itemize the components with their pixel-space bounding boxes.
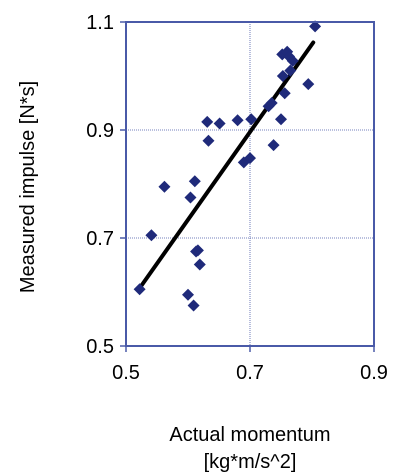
- data-point: [244, 152, 256, 165]
- data-point: [202, 134, 215, 147]
- data-point: [158, 180, 171, 193]
- data-point: [267, 139, 280, 152]
- data-point: [245, 113, 258, 126]
- data-point: [276, 70, 289, 82]
- data-point: [213, 117, 226, 130]
- data-point: [265, 97, 278, 109]
- data-point: [182, 288, 194, 301]
- y-tick-label: 1.1: [86, 12, 114, 34]
- x-tick-label: 0.5: [112, 362, 140, 384]
- x-tick-label: 0.9: [360, 362, 388, 384]
- data-point: [231, 114, 244, 127]
- trendline-group: [139, 40, 316, 288]
- data-point: [133, 283, 146, 296]
- y-tick-label: 0.7: [86, 228, 114, 250]
- data-point: [201, 115, 214, 128]
- x-tick-label: 0.7: [236, 362, 264, 384]
- data-point: [191, 244, 204, 257]
- data-point: [188, 175, 201, 188]
- data-point: [145, 229, 158, 242]
- trendline: [139, 40, 316, 288]
- y-axis-title: Measured impulse [N*s]: [17, 81, 39, 293]
- data-point: [286, 54, 299, 67]
- data-point: [193, 258, 206, 271]
- data-point: [184, 191, 197, 204]
- data-point: [278, 87, 291, 100]
- y-tick-label: 0.5: [86, 336, 114, 358]
- data-points: [133, 20, 322, 312]
- data-point: [187, 299, 200, 312]
- data-point: [284, 64, 297, 77]
- data-point: [309, 20, 322, 33]
- x-axis-title-line2: [kg*m/s^2]: [204, 451, 297, 473]
- data-point: [302, 78, 315, 91]
- tick-labels: 0.5 0.7 0.9 1.1 0.5 0.7 0.9: [86, 12, 388, 384]
- y-tick-label: 0.9: [86, 120, 114, 142]
- x-axis-title-line1: Actual momentum: [169, 424, 330, 446]
- data-point: [275, 113, 287, 126]
